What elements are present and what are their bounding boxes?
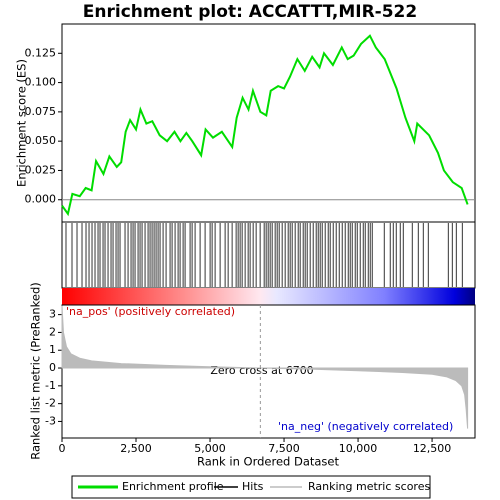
- metric-tick-label: 2: [49, 325, 56, 338]
- x-axis-label: Rank in Ordered Dataset: [197, 455, 340, 469]
- x-tick-label: 7,500: [268, 442, 300, 455]
- x-tick-label: 2,500: [120, 442, 152, 455]
- metric-tick-label: -2: [45, 397, 56, 410]
- y-tick-label: 0.125: [25, 46, 57, 59]
- y-tick-label: 0.025: [25, 163, 57, 176]
- color-bar: [62, 288, 475, 305]
- legend: [71, 475, 431, 499]
- legend-label: Ranking metric scores: [308, 480, 430, 493]
- metric-tick-label: -3: [45, 414, 56, 427]
- metric-area: [61, 305, 469, 429]
- es-panel: [61, 23, 476, 223]
- zero-cross-annotation: Zero cross at 6700: [210, 364, 313, 377]
- x-tick-label: 10,000: [339, 442, 378, 455]
- legend-label: Enrichment profile: [122, 480, 224, 493]
- neg-annotation: 'na_neg' (negatively correlated): [278, 420, 453, 433]
- chart-title: Enrichment plot: ACCATTT,MIR-522: [83, 2, 417, 22]
- metric-tick-label: 3: [49, 308, 56, 321]
- y-tick-label: 0.100: [25, 76, 57, 89]
- metric-tick-label: 1: [49, 343, 56, 356]
- x-tick-label: 0: [59, 442, 66, 455]
- y-tick-label: 0.050: [25, 134, 57, 147]
- metric-panel: [61, 304, 476, 439]
- legend-label: Hits: [242, 480, 264, 493]
- x-tick-label: 5,000: [194, 442, 226, 455]
- y-tick-label: 0.075: [25, 105, 57, 118]
- metric-tick-label: -1: [45, 379, 56, 392]
- es-line: [61, 34, 469, 217]
- metric-axis-label: Ranked list metric (PreRanked): [29, 282, 43, 460]
- metric-tick-label: 0: [49, 361, 56, 374]
- y-axis-label: Enrichment score (ES): [15, 59, 29, 187]
- y-tick-label: 0.000: [25, 193, 57, 206]
- pos-annotation: 'na_pos' (positively correlated): [66, 305, 235, 318]
- x-tick-label: 12,500: [413, 442, 452, 455]
